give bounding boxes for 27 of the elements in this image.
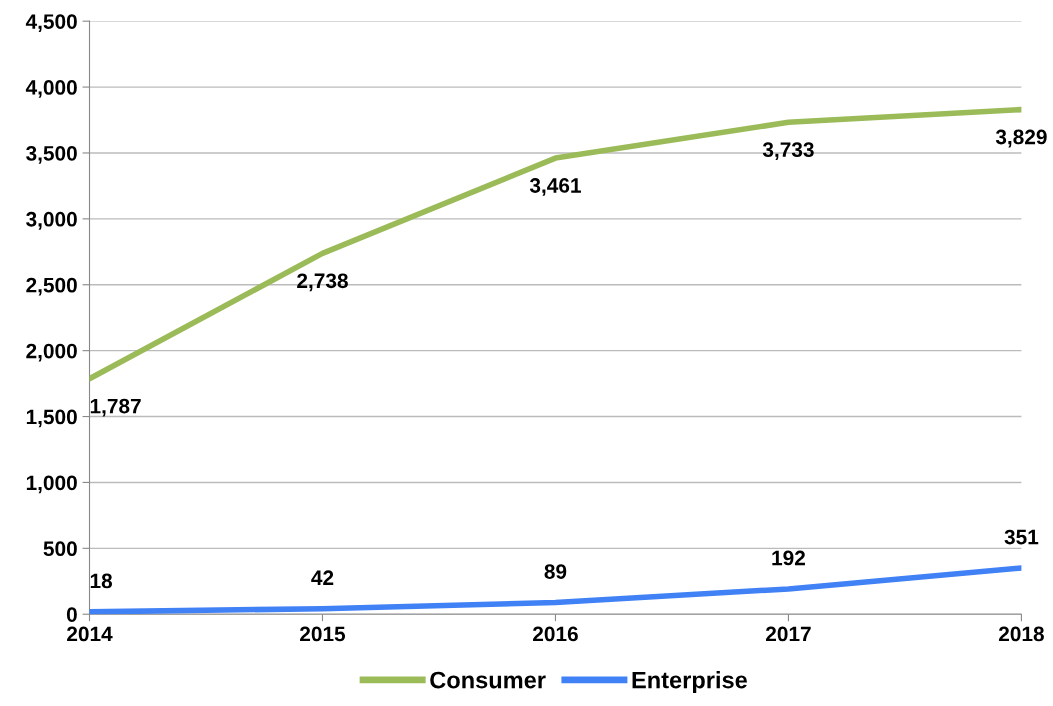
- data-label: 2,738: [297, 273, 348, 292]
- y-tick-label: 1,000: [26, 475, 77, 494]
- y-tick-label: 500: [43, 541, 77, 557]
- y-tick-label: 0: [66, 607, 77, 622]
- y-tick-label: 4,500: [25, 14, 77, 32]
- legend-label: Enterprise: [632, 671, 747, 694]
- x-tick-label: 2018: [998, 626, 1044, 642]
- y-tick-label: 3,000: [26, 211, 77, 230]
- y-tick-label: 2,000: [26, 343, 77, 362]
- x-tick-label: 2015: [300, 626, 346, 642]
- y-tick-label: 2,500: [26, 277, 77, 296]
- data-label: 42: [311, 570, 334, 585]
- data-label: 18: [90, 573, 113, 589]
- data-label: 89: [544, 564, 567, 579]
- data-label: 351: [1004, 529, 1039, 545]
- x-tick-label: 2016: [533, 626, 578, 642]
- x-tick-label: 2014: [67, 626, 113, 642]
- data-label: 3,733: [762, 142, 814, 161]
- data-label: 3,461: [529, 178, 581, 196]
- data-label: 192: [772, 550, 805, 566]
- y-tick-label: 4,000: [25, 80, 77, 98]
- data-label: 1,787: [90, 398, 141, 417]
- legend-label: Consumer: [430, 671, 546, 689]
- x-tick-label: 2017: [765, 626, 811, 642]
- y-tick-label: 1,500: [26, 409, 77, 428]
- y-tick-label: 3,500: [26, 145, 77, 164]
- data-label: 3,829: [995, 129, 1047, 148]
